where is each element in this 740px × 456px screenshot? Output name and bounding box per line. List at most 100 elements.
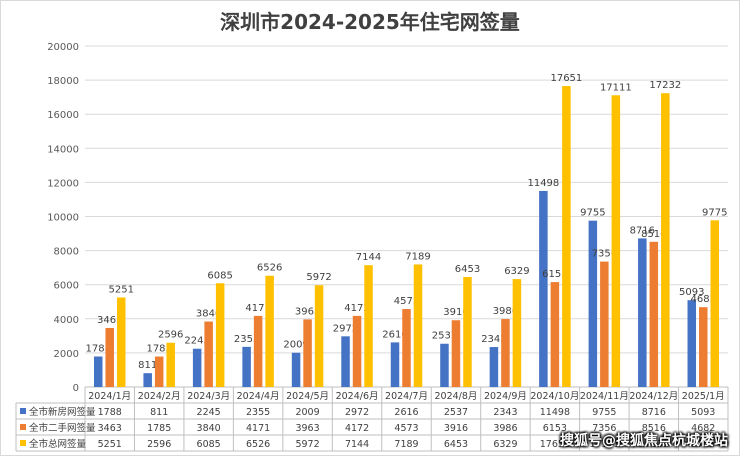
bar-0-3 [242, 346, 251, 387]
x-tick-label-12: 2025/1月 [682, 391, 725, 402]
data-label-0-1: 811 [138, 360, 157, 371]
data-label-0-11: 8716 [630, 225, 655, 236]
table-value-1-9: 6153 [543, 423, 567, 434]
table-value-1-8: 3986 [493, 423, 517, 434]
data-label-2-0: 5251 [109, 284, 134, 295]
x-tick-label-5: 2024/6月 [336, 391, 379, 402]
data-label-1-0: 3463 [97, 315, 122, 326]
table-value-0-4: 2009 [295, 407, 319, 418]
bar-1-6 [402, 309, 411, 387]
bar-1-3 [253, 315, 263, 387]
table-value-1-3: 4171 [246, 423, 270, 434]
table-value-1-4: 3963 [295, 423, 319, 434]
table-value-2-3: 6526 [246, 439, 270, 450]
table-value-2-10: 17111 [589, 439, 619, 450]
data-label-0-12: 5093 [679, 287, 704, 298]
table-value-0-11: 8716 [642, 407, 666, 418]
data-label-0-6: 2616 [382, 329, 407, 340]
bar-0-9 [539, 190, 548, 387]
data-label-2-12: 9775 [702, 207, 727, 218]
data-label-1-4: 3963 [295, 306, 320, 317]
bar-1-10 [600, 261, 609, 387]
bar-0-8 [489, 347, 499, 387]
x-tick-label-4: 2024/5月 [286, 391, 329, 402]
table-value-1-1: 1785 [147, 423, 171, 434]
data-label-1-8: 3986 [493, 306, 518, 317]
bar-0-6 [390, 342, 400, 387]
bar-2-9 [562, 86, 571, 388]
data-label-2-4: 5972 [306, 272, 331, 283]
table-value-0-12: 5093 [691, 407, 715, 418]
data-label-2-7: 6453 [455, 264, 480, 275]
bar-0-4 [291, 352, 301, 387]
data-label-2-9: 17651 [550, 73, 582, 84]
x-tick-label-6: 2024/7月 [385, 391, 428, 402]
bar-2-3 [265, 275, 274, 387]
bar-2-10 [611, 95, 621, 387]
data-label-0-3: 2355 [234, 334, 259, 345]
data-label-0-5: 2972 [333, 323, 358, 334]
table-value-0-7: 2537 [444, 407, 468, 418]
table-value-1-7: 3916 [444, 423, 468, 434]
bar-2-5 [364, 265, 373, 387]
x-tick-label-10: 2024/11月 [580, 391, 629, 402]
data-label-0-7: 2537 [432, 331, 457, 342]
watermark-text: 搜狐号@搜狐焦点杭城楼站 [560, 433, 728, 449]
bar-0-0 [93, 356, 103, 387]
data-label-1-7: 3916 [443, 307, 468, 318]
legend-swatch-2 [20, 440, 26, 446]
data-label-1-11: 8516 [641, 229, 666, 240]
data-label-1-6: 4573 [394, 296, 419, 307]
y-tick-label-7: 14000 [47, 144, 79, 155]
bar-1-7 [451, 320, 461, 387]
table-value-0-8: 2343 [493, 407, 517, 418]
legend-label-2: 全市总网签量 [29, 438, 87, 450]
table-value-2-8: 6329 [493, 439, 517, 450]
data-label-2-6: 7189 [405, 251, 430, 262]
x-tick-label-1: 2024/2月 [138, 391, 181, 402]
table-value-2-4: 5972 [295, 439, 319, 450]
table-value-1-0: 3463 [98, 423, 122, 434]
y-tick-label-1: 2000 [54, 349, 79, 360]
data-label-0-2: 2245 [184, 336, 209, 347]
bar-0-10 [588, 220, 598, 387]
data-label-2-10: 17111 [600, 82, 632, 93]
x-tick-label-3: 2024/4月 [237, 391, 280, 402]
table-value-1-2: 3840 [197, 423, 221, 434]
bar-1-2 [204, 321, 213, 387]
x-tick-label-2: 2024/3月 [187, 391, 230, 402]
bar-1-1 [154, 356, 164, 387]
bar-1-4 [303, 319, 312, 387]
y-tick-label-3: 6000 [54, 281, 79, 292]
data-label-0-4: 2009 [283, 340, 308, 351]
data-label-1-9: 6153 [542, 269, 567, 280]
y-tick-label-6: 12000 [47, 178, 79, 189]
y-tick-label-4: 8000 [54, 247, 79, 258]
bar-2-8 [512, 279, 522, 387]
bar-0-1 [143, 373, 152, 387]
data-label-0-9: 11498 [527, 178, 559, 189]
y-tick-label-9: 18000 [47, 76, 79, 87]
y-tick-label-10: 20000 [47, 42, 79, 53]
bar-2-1 [166, 342, 175, 387]
y-tick-label-2: 4000 [54, 315, 79, 326]
x-tick-label-8: 2024/9月 [484, 391, 527, 402]
bar-2-0 [116, 297, 126, 387]
table-value-2-12: 9775 [691, 439, 715, 450]
table-value-0-6: 2616 [394, 407, 418, 418]
bar-1-9 [550, 282, 560, 387]
legend-swatch-0 [20, 408, 26, 414]
x-tick-label-9: 2024/10月 [530, 391, 579, 402]
chart-title: 深圳市2024-2025年住宅网签量 [220, 10, 520, 34]
table-value-0-9: 11498 [540, 407, 570, 418]
table-value-2-9: 17651 [540, 439, 570, 450]
table-value-1-12: 4682 [691, 423, 715, 434]
bar-1-0 [105, 327, 114, 387]
bar-2-7 [463, 276, 472, 387]
bar-0-11 [638, 238, 647, 387]
y-tick-label-8: 16000 [47, 110, 79, 121]
table-value-0-2: 2245 [197, 407, 221, 418]
table-value-1-5: 4172 [345, 423, 369, 434]
data-label-2-2: 6085 [207, 270, 232, 281]
